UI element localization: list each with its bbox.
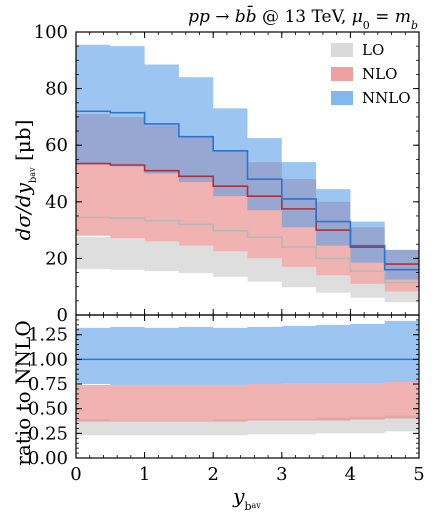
legend-label-nnlo: NNLO — [362, 89, 411, 107]
ratio-panel-frame — [75, 314, 420, 459]
main-band-lo — [76, 237, 419, 303]
ratio-band-nnlo — [76, 320, 419, 386]
x-tick-label: 5 — [413, 464, 424, 485]
axes: 0 1 2 3 4 5 0 20 40 60 80 100 0.00 0.25 0.50 0.75 1.00 1.… — [28, 22, 425, 485]
ratio-ylabel: ratio to NNLO — [11, 320, 35, 465]
ratio-y-tick-label: 0.75 — [28, 374, 68, 395]
main-line-nnlo — [76, 110, 419, 271]
xlabel: ybav — [232, 484, 261, 513]
x-tick-label: 3 — [276, 464, 287, 485]
x-tick-label: 4 — [345, 464, 356, 485]
legend: LO NLO NNLO — [331, 41, 411, 107]
chart-title: pp → bb̄ @ 13 TeV, μ0 = mb — [188, 4, 418, 31]
x-tick-label: 0 — [70, 464, 81, 485]
x-tick-label: 1 — [139, 464, 150, 485]
ratio-y-tick-label: 0.25 — [28, 423, 68, 444]
main-y-tick-label: 20 — [45, 248, 68, 269]
x-tick-label: 2 — [207, 464, 218, 485]
ratio-y-tick-label: 1.25 — [28, 325, 68, 346]
main-y-tick-label: 100 — [34, 22, 68, 43]
main-ylabel: dσ/dybav [μb] — [11, 120, 39, 241]
main-panel-lines — [76, 110, 419, 284]
main-y-tick-label: 60 — [45, 135, 68, 156]
legend-swatch-lo — [331, 43, 353, 57]
main-y-tick-label: 40 — [45, 192, 68, 213]
legend-label-nlo: NLO — [362, 65, 397, 83]
ratio-band-nlo — [76, 382, 419, 422]
main-line-lo — [76, 216, 419, 284]
ratio-y-tick-label: 0.50 — [28, 399, 68, 420]
ratio-panel-bands — [76, 320, 419, 436]
main-y-tick-label: 0 — [57, 305, 68, 326]
main-y-tick-label: 80 — [45, 79, 68, 100]
legend-swatch-nlo — [331, 67, 353, 81]
ratio-y-tick-label: 0.00 — [28, 448, 68, 469]
legend-label-lo: LO — [362, 41, 384, 59]
ratio-y-tick-label: 1.00 — [28, 349, 68, 370]
legend-swatch-nnlo — [331, 91, 353, 105]
